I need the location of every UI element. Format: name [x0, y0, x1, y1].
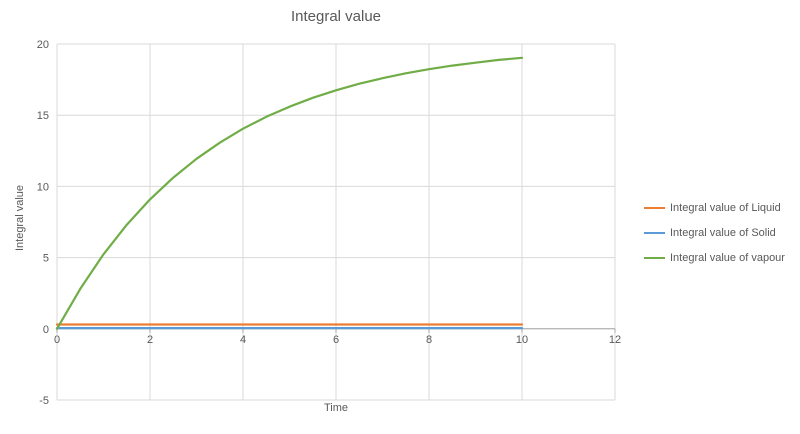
- legend: Integral value of Liquid Integral value o…: [644, 202, 785, 264]
- legend-item: Integral value of Liquid: [644, 202, 785, 214]
- y-tick-label: 20: [37, 39, 49, 51]
- x-tick-label: 4: [240, 334, 246, 346]
- legend-line-swatch: [644, 207, 665, 209]
- legend-label: Integral value of Liquid: [670, 202, 781, 214]
- legend-label: Integral value of vapour: [670, 252, 785, 264]
- y-tick-label: -5: [39, 395, 49, 407]
- series-line: [55, 56, 524, 330]
- legend-item: Integral value of vapour: [644, 252, 785, 264]
- x-tick-label: 12: [609, 334, 621, 346]
- y-tick-label: 15: [37, 110, 49, 122]
- y-tick-label: 10: [37, 181, 49, 193]
- x-tick-label: 2: [147, 334, 153, 346]
- x-tick-label: 10: [516, 334, 528, 346]
- chart-title: Integral value: [290, 8, 382, 25]
- y-axis-title: Integral value: [14, 184, 26, 252]
- x-tick-label: 6: [333, 334, 339, 346]
- y-tick-label: 0: [43, 324, 49, 336]
- legend-label: Integral value of Solid: [670, 227, 776, 239]
- x-axis-title: Time: [323, 402, 349, 414]
- y-tick-label: 5: [43, 253, 49, 265]
- legend-line-swatch: [644, 257, 665, 259]
- x-tick-label: 0: [54, 334, 60, 346]
- x-tick-label: 8: [426, 334, 432, 346]
- legend-item: Integral value of Solid: [644, 227, 785, 239]
- legend-line-swatch: [644, 232, 665, 234]
